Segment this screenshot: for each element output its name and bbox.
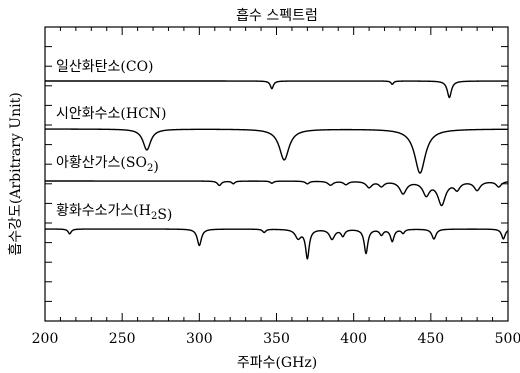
x-tick-label: 350	[263, 331, 290, 347]
x-tick-labels: 200 250 300 350 400 450 500	[32, 331, 520, 347]
axis-ticks	[44, 27, 509, 321]
series-trace-3	[44, 180, 509, 207]
x-tick-label: 300	[186, 331, 213, 347]
x-tick-label: 400	[340, 331, 367, 347]
spectrum-traces	[44, 80, 509, 260]
x-tick-label: 200	[32, 331, 59, 347]
series-label-2: 시안화수소(HCN)	[56, 106, 167, 122]
chart-title: 흡수 스펙트럼	[236, 8, 318, 24]
series-label-3: 아황산가스(SO2)	[56, 155, 159, 175]
x-tick-label: 250	[109, 331, 136, 347]
series-label-4: 황화수소가스(H2S)	[56, 203, 172, 223]
series-trace-2	[44, 128, 509, 174]
series-labels: 일산화탄소(CO) 시안화수소(HCN) 아황산가스(SO2) 황화수소가스(H2S)	[56, 59, 172, 223]
series-trace-1	[44, 80, 509, 99]
y-axis-label: 흡수강도(Arbitrary Unit)	[8, 92, 24, 255]
x-axis-label: 주파수(GHz)	[237, 355, 317, 371]
x-tick-label: 450	[417, 331, 444, 347]
series-trace-4	[44, 228, 509, 260]
x-tick-label: 500	[495, 331, 520, 347]
series-label-1: 일산화탄소(CO)	[56, 59, 154, 75]
